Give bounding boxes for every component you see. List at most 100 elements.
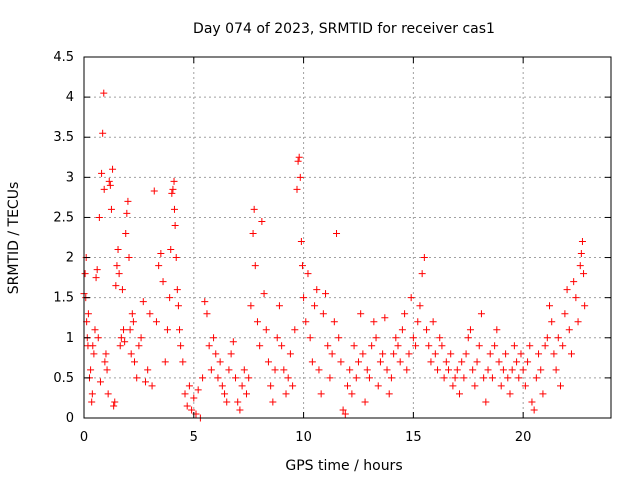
data-point xyxy=(210,334,218,342)
data-point xyxy=(390,350,398,358)
data-point xyxy=(383,366,391,374)
data-point xyxy=(530,406,538,414)
data-point xyxy=(572,294,580,302)
data-point xyxy=(580,270,588,278)
data-point xyxy=(464,334,472,342)
data-point xyxy=(328,350,336,358)
data-point xyxy=(121,338,129,346)
data-point xyxy=(502,350,510,358)
data-point xyxy=(81,270,89,278)
y-tick-label: 1.5 xyxy=(53,291,74,306)
data-point xyxy=(181,390,189,398)
data-point xyxy=(170,205,178,213)
data-point xyxy=(344,382,351,390)
data-point xyxy=(460,374,468,382)
data-point xyxy=(249,229,257,237)
data-point xyxy=(550,350,558,358)
data-point xyxy=(264,358,272,366)
data-point xyxy=(84,310,92,318)
data-point xyxy=(214,374,222,382)
data-point xyxy=(240,366,248,374)
data-point xyxy=(548,318,556,326)
data-point xyxy=(294,157,302,165)
data-point xyxy=(385,390,393,398)
data-point xyxy=(100,185,108,193)
data-point xyxy=(567,350,575,358)
data-point xyxy=(491,342,499,350)
data-point xyxy=(486,350,494,358)
data-point xyxy=(247,302,255,310)
data-point xyxy=(341,410,349,418)
data-point xyxy=(313,286,321,294)
data-point xyxy=(398,326,406,334)
data-point xyxy=(291,326,299,334)
data-point xyxy=(159,278,167,286)
data-point xyxy=(269,398,277,406)
data-point xyxy=(284,374,292,382)
data-point xyxy=(458,358,466,366)
data-point xyxy=(297,238,305,246)
data-point xyxy=(282,390,290,398)
data-point xyxy=(183,402,191,410)
data-point xyxy=(170,177,178,185)
data-point xyxy=(506,390,514,398)
data-point xyxy=(245,374,253,382)
data-point xyxy=(161,358,169,366)
data-point xyxy=(495,358,503,366)
data-point xyxy=(442,358,450,366)
data-point xyxy=(315,366,323,374)
data-point xyxy=(177,342,185,350)
data-point xyxy=(436,334,444,342)
data-point xyxy=(218,382,226,390)
data-point xyxy=(445,366,453,374)
data-point xyxy=(565,326,573,334)
data-point xyxy=(387,374,395,382)
data-point xyxy=(581,302,589,310)
data-point xyxy=(114,246,122,254)
data-point xyxy=(112,282,120,290)
data-point xyxy=(250,205,258,213)
data-point xyxy=(232,374,240,382)
data-point xyxy=(171,221,179,229)
data-point xyxy=(471,382,479,390)
data-point xyxy=(363,366,371,374)
data-point xyxy=(317,390,325,398)
data-point xyxy=(521,382,529,390)
data-point xyxy=(352,374,360,382)
data-point xyxy=(251,262,259,270)
data-point xyxy=(89,342,97,350)
data-point xyxy=(578,238,586,246)
data-point xyxy=(146,310,154,318)
chart-title: Day 074 of 2023, SRMTID for receiver cas… xyxy=(193,21,495,37)
data-point xyxy=(346,366,354,374)
data-point xyxy=(543,334,551,342)
data-point xyxy=(99,129,107,137)
data-point xyxy=(493,326,501,334)
data-point xyxy=(515,374,523,382)
x-tick-labels: 0 5 10 15 20 xyxy=(80,430,532,445)
data-point xyxy=(207,366,215,374)
data-point xyxy=(229,338,237,346)
x-tick-label: 15 xyxy=(405,430,422,445)
data-point xyxy=(205,342,213,350)
data-point xyxy=(381,314,389,322)
y-axis-label: SRMTID / TECUs xyxy=(6,182,22,295)
data-point xyxy=(98,169,106,177)
data-point xyxy=(188,406,196,414)
data-point xyxy=(438,342,446,350)
y-tick-label: 3.5 xyxy=(53,130,74,145)
data-point xyxy=(260,290,268,298)
data-point xyxy=(319,310,327,318)
data-point xyxy=(409,334,417,342)
data-point xyxy=(167,246,175,254)
data-point xyxy=(295,153,303,161)
data-point xyxy=(350,342,358,350)
data-point xyxy=(480,374,488,382)
data-point xyxy=(484,366,492,374)
data-point xyxy=(561,310,569,318)
data-point xyxy=(348,390,356,398)
data-point xyxy=(407,294,415,302)
data-point xyxy=(308,358,316,366)
data-point xyxy=(361,398,369,406)
